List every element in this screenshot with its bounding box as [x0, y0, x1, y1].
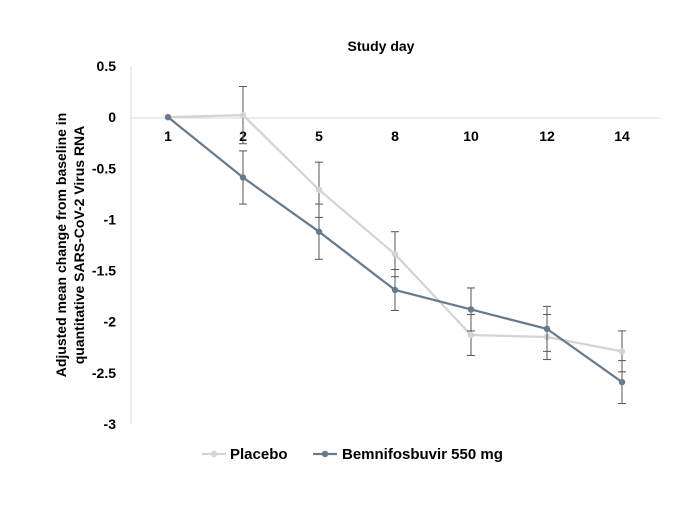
legend-label: Bemnifosbuvir 550 mg — [342, 446, 503, 463]
data-point — [315, 186, 323, 193]
data-point — [543, 325, 551, 333]
data-point — [164, 113, 172, 121]
legend-swatch-marker — [210, 450, 218, 458]
data-point — [618, 378, 626, 386]
x-ticks: 1258101214 — [164, 128, 630, 144]
y-ticks: 0.5 0 -0.5 -1 -1.5 -2 -2.5 -3 — [92, 58, 116, 432]
y-tick-label: 0.5 — [97, 58, 117, 74]
y-tick-label: -2 — [104, 314, 117, 330]
y-tick-label: 0 — [108, 109, 116, 125]
data-point — [239, 174, 247, 181]
y-tick-label: -0.5 — [92, 160, 116, 176]
y-tick-label: -1.5 — [92, 263, 116, 279]
data-point — [391, 286, 399, 294]
y-axis-title-line-1: Adjusted mean change from baseline in — [53, 113, 69, 378]
data-point — [315, 228, 323, 235]
x-tick-label: 1 — [164, 128, 172, 144]
y-tick-label: -2.5 — [92, 365, 116, 381]
y-tick-label: -1 — [104, 211, 117, 227]
series-bemnifosbuvir — [164, 113, 626, 405]
legend-item: Bemnifosbuvir 550 mg — [313, 446, 503, 463]
y-axis-title-line-2: quantitative SARS-CoV-2 Virus RNA — [71, 126, 87, 365]
data-point — [391, 251, 399, 258]
data-point — [239, 111, 247, 119]
x-tick-label: 8 — [391, 128, 399, 144]
legend: Placebo Bemnifosbuvir 550 mg — [202, 446, 503, 463]
x-axis-title: Study day — [348, 38, 415, 54]
legend-item: Placebo — [202, 446, 288, 463]
legend-label: Placebo — [230, 446, 288, 463]
data-point — [618, 348, 626, 355]
data-point — [467, 306, 475, 313]
x-tick-label: 14 — [614, 128, 630, 144]
y-tick-label: -3 — [104, 416, 117, 432]
x-tick-label: 5 — [315, 128, 323, 144]
x-tick-label: 10 — [463, 128, 479, 144]
x-tick-label: 12 — [539, 128, 555, 144]
data-point — [467, 331, 475, 339]
legend-swatch-marker — [321, 450, 329, 458]
series-layer — [164, 85, 626, 405]
